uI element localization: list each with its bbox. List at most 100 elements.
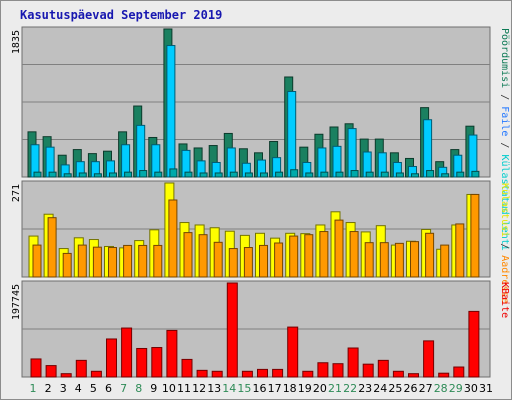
bottom-bar-1-day-3 [60,373,72,378]
middle-bar-2-day-15 [243,247,253,278]
top-bar-3-day-28 [441,173,450,178]
middle-bar-2-day-14 [228,248,238,278]
bottom-axis-max-label: 197745 [11,284,22,320]
bottom-bar-1-day-15 [241,370,253,378]
middle-bar-2-day-11 [183,232,193,278]
top-bar-2-day-22 [347,128,357,178]
day-label-21: 21 [328,382,342,395]
middle-bar-2-day-12 [198,234,208,278]
top-bar-3-day-26 [411,173,419,178]
middle-bar-2-day-18 [289,235,299,278]
day-label-13: 13 [207,382,221,395]
bottom-bar-1-day-8 [136,347,148,378]
top-bar-3-day-2 [48,171,57,178]
top-bar-3-day-6 [109,172,117,178]
middle-bar-2-day-2 [47,217,57,278]
bottom-bar-1-day-27 [423,340,435,378]
top-bar-3-day-14 [229,171,238,178]
top-bar-2-day-30 [468,134,478,178]
top-bar-3-day-16 [260,172,268,178]
bottom-bar-1-day-21 [332,363,344,378]
top-bar-3-day-15 [244,172,253,178]
day-label-29: 29 [449,382,463,395]
day-label-31: 31 [479,382,493,395]
middle-bar-2-day-10 [168,199,178,278]
bottom-bar-1-day-7 [121,327,133,378]
top-bar-3-day-17 [275,171,284,178]
top-bar-3-day-30 [471,170,480,178]
top-bar-2-day-27 [423,119,433,178]
top-bar-3-day-29 [456,171,465,178]
top-bar-3-day-19 [305,172,314,178]
bottom-bar-1-day-24 [377,359,389,378]
top-bar-3-day-18 [290,169,299,178]
day-label-8: 8 [135,382,142,395]
day-label-20: 20 [313,382,327,395]
bottom-bar-1-day-22 [347,347,359,378]
day-label-14: 14 [222,382,236,395]
middle-bar-2-day-5 [92,246,102,278]
top-bar-3-day-1 [33,171,42,178]
day-label-5: 5 [90,382,97,395]
middle-bar-2-day-28 [440,244,450,278]
day-label-16: 16 [253,382,267,395]
middle-bar-2-day-29 [455,223,465,278]
middle-bar-2-day-21 [334,219,344,278]
top-bar-3-day-22 [350,170,359,178]
top-bar-3-day-25 [395,172,404,178]
top-bar-3-day-12 [199,172,208,178]
bottom-bar-1-day-26 [408,373,419,378]
top-bar-2-day-18 [287,91,297,178]
day-label-27: 27 [419,382,433,395]
bottom-bar-1-day-18 [287,326,299,378]
day-label-23: 23 [358,382,372,395]
bottom-bar-1-day-25 [392,370,404,378]
middle-bar-2-day-26 [410,241,419,278]
bottom-bar-1-day-17 [272,368,284,378]
day-label-7: 7 [120,382,127,395]
top-series-legend: Pöördumisi / Faile / Külastatud lehti [499,28,510,251]
top-bar-3-day-3 [63,173,72,178]
day-label-4: 4 [75,382,82,395]
top-bar-3-day-8 [139,170,148,178]
middle-bar-2-day-22 [349,231,359,278]
day-label-2: 2 [45,382,52,395]
top-bar-3-day-23 [365,171,374,178]
bottom-bar-1-day-6 [106,338,117,378]
bottom-bar-1-day-12 [196,369,208,378]
middle-bar-2-day-16 [259,244,268,278]
middle-axis-max-label: 271 [11,184,22,202]
middle-bar-2-day-30 [470,193,480,278]
top-bar-3-day-27 [426,170,435,178]
bottom-bar-1-day-9 [151,347,163,378]
middle-bar-2-day-17 [274,242,284,278]
day-label-17: 17 [268,382,282,395]
bottom-bar-1-day-11 [181,358,193,378]
bottom-bar-1-day-19 [302,370,314,378]
middle-bar-2-day-19 [304,234,314,278]
day-label-24: 24 [373,382,387,395]
day-label-18: 18 [283,382,297,395]
chart-title: Kasutuspäevad September 2019 [20,8,223,22]
middle-bar-2-day-13 [213,241,223,278]
top-bar-3-day-7 [124,171,133,178]
bottom-bar-1-day-13 [211,370,223,378]
middle-bar-2-day-6 [108,247,117,278]
bottom-bar-1-day-4 [75,359,87,378]
day-label-3: 3 [60,382,67,395]
middle-bar-2-day-8 [138,244,148,278]
top-bar-3-day-13 [214,172,223,178]
day-label-11: 11 [177,382,191,395]
bottom-bar-1-day-30 [468,310,480,378]
top-bar-3-day-4 [78,172,87,178]
top-bar-3-day-21 [335,171,344,178]
bottom-bar-1-day-28 [438,372,450,378]
middle-bar-2-day-9 [153,244,163,278]
bottom-bar-1-day-23 [362,363,374,378]
top-bar-3-day-5 [93,173,102,178]
top-bar-3-day-9 [154,171,163,178]
day-label-30: 30 [464,382,478,395]
top-bar-3-day-20 [320,171,329,178]
top-bar-3-day-10 [169,168,178,178]
bottom-bar-1-day-5 [90,370,102,378]
